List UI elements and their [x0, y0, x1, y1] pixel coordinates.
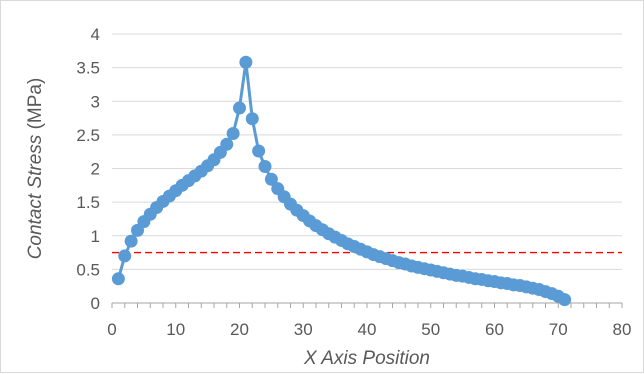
- series-layer: [111, 55, 572, 307]
- data-point: [258, 159, 272, 173]
- y-tick-label: 1: [91, 227, 100, 246]
- data-point: [252, 144, 266, 158]
- y-tick-label: 3.5: [76, 59, 100, 78]
- data-point: [233, 101, 246, 115]
- data-point: [226, 127, 240, 141]
- x-tick-label: 20: [230, 320, 249, 339]
- x-tick-label: 70: [549, 320, 568, 339]
- x-tick-label: 40: [358, 320, 377, 339]
- data-point: [239, 55, 253, 69]
- y-tick-label: 1.5: [76, 193, 100, 212]
- y-axis-title-unit: (MPa): [25, 78, 46, 135]
- data-point: [245, 112, 259, 126]
- y-tick-label: 3: [91, 92, 100, 111]
- y-tick-label: 2: [91, 160, 100, 179]
- data-point: [124, 234, 138, 248]
- data-point: [111, 272, 125, 286]
- axes: [111, 302, 623, 308]
- x-axis-title: X Axis Position: [303, 348, 430, 369]
- x-tick-label: 50: [421, 320, 440, 339]
- data-point: [118, 249, 132, 263]
- gridlines: [112, 33, 622, 270]
- y-axis-title-main: Contact Stress: [25, 134, 46, 259]
- tick-labels: 00.511.522.533.540 10 20 30 40 50 60 70 80: [76, 25, 631, 339]
- x-tick-label: 30: [294, 320, 313, 339]
- data-point: [264, 172, 278, 186]
- data-point: [220, 137, 234, 151]
- y-tick-label: 0: [91, 294, 100, 313]
- y-axis-title: Contact Stress (MPa): [25, 78, 46, 260]
- x-tick-label: 10: [166, 320, 185, 339]
- y-tick-label: 4: [91, 25, 100, 44]
- x-tick-label: 0: [107, 320, 116, 339]
- y-tick-label: 0.5: [76, 260, 100, 279]
- x-tick-label: 80: [613, 320, 632, 339]
- data-point: [558, 293, 572, 307]
- y-tick-label: 2.5: [76, 126, 100, 145]
- x-tick-label: 60: [485, 320, 504, 339]
